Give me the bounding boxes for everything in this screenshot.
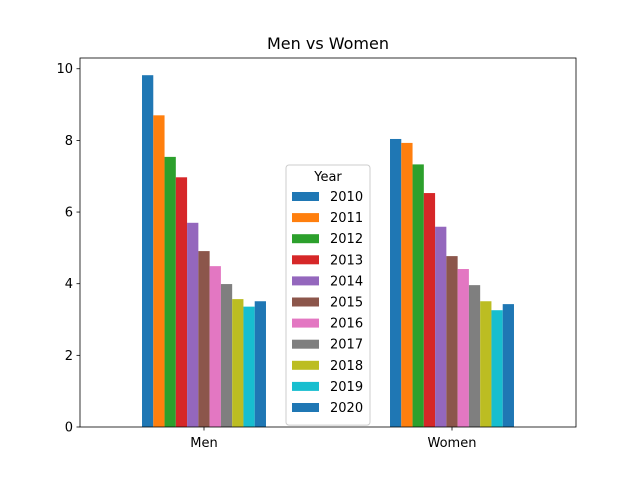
bar-men-2015 [198,251,210,427]
bar-men-2011 [153,115,165,427]
legend-swatch-2010 [292,192,319,201]
bar-men-2012 [164,156,176,427]
axes-group: 0 2 4 6 8 10 Men Women [56,57,577,451]
x-tick-label-women: Women [428,436,477,451]
y-tick-label: 4 [65,277,73,292]
x-tick-label-men: Men [190,436,217,451]
legend-label-2015: 2015 [330,296,363,311]
legend-swatch-2019 [292,381,319,391]
legend-label-2012: 2012 [330,232,363,247]
legend-swatch-2018 [292,360,319,370]
bar-women-2013 [423,193,436,427]
y-tick-label: 8 [65,134,73,149]
legend-label-2016: 2016 [330,317,363,332]
bar-women-2020 [502,304,514,427]
legend-swatch-2016 [292,318,319,328]
legend-swatch-2014 [292,276,319,286]
bar-men-2014 [187,222,199,427]
legend-swatch-2015 [292,297,319,307]
bar-women-2018 [480,301,492,427]
legend-label-2014: 2014 [330,274,363,289]
legend-label-2017: 2017 [330,338,363,353]
legend-swatch-2013 [292,255,319,265]
bar-men-2019 [243,306,255,427]
bar-men-2018 [232,299,244,427]
chart-title: Men vs Women [267,34,389,53]
bar-women-2019 [491,310,503,427]
legend-box [285,164,371,426]
bar-women-2010 [390,138,402,427]
bar-women-2017 [468,285,481,427]
bar-men-2017 [220,284,233,427]
legend-swatch-2012 [292,234,319,244]
bar-men-2010 [142,75,154,427]
bar-women-2014 [435,226,447,427]
bar-women-2012 [412,164,424,427]
legend-label-2019: 2019 [330,380,363,395]
bar-women-2011 [401,142,413,427]
legend-label-2020: 2020 [330,401,363,416]
legend: Year 2010 2011 2012 2013 2014 2015 2016 2017 2018… [285,164,371,426]
bars-group [142,75,514,427]
legend-swatch-2017 [292,339,319,349]
bar-women-2016 [457,269,469,427]
bar-women-2015 [446,256,458,427]
legend-swatch-2011 [292,213,319,223]
y-tick-label: 6 [65,206,73,221]
y-tick-label: 2 [65,349,73,364]
legend-label-2013: 2013 [330,253,363,268]
bar-men-2013 [175,177,188,427]
bar-men-2016 [209,266,221,427]
bar-men-2020 [254,301,266,427]
plot-frame [79,57,577,428]
y-tick-label: 0 [65,421,73,436]
legend-swatch-2020 [292,403,319,412]
legend-label-2011: 2011 [330,211,363,226]
y-tick-label: 10 [56,62,73,77]
legend-label-2018: 2018 [330,359,363,374]
legend-title: Year [313,170,342,185]
legend-label-2010: 2010 [330,190,363,205]
